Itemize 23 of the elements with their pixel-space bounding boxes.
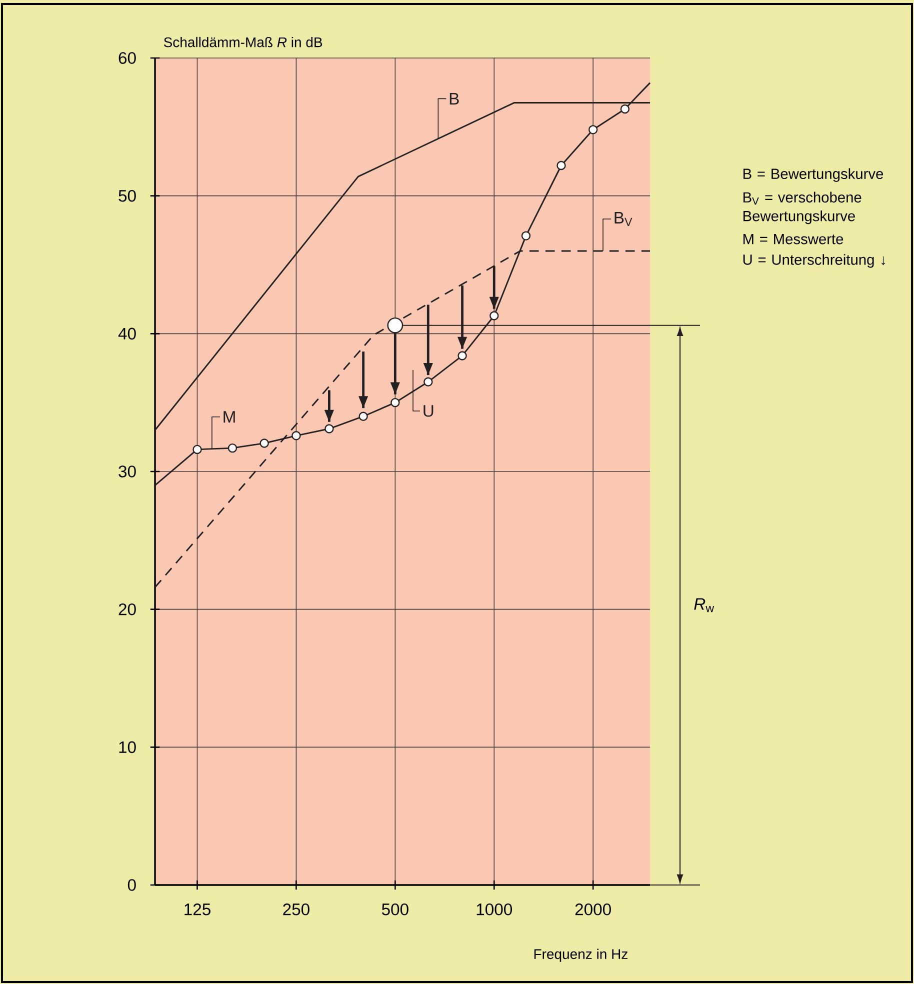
text: B$_{V}$ = verschobene Bewertungskurve bbox=[743, 192, 862, 224]
text: B = Bewertungskurve bbox=[743, 168, 884, 182]
y-tick-label: 60 bbox=[118, 52, 136, 64]
y-tick-label: 20 bbox=[118, 603, 136, 616]
series-label: B bbox=[450, 92, 459, 104]
text: M = Messwerte bbox=[743, 234, 844, 244]
text: R$_{w}$ bbox=[694, 598, 714, 612]
y-tick-label: 30 bbox=[118, 466, 136, 478]
x-tick-label: 2000 bbox=[575, 903, 611, 916]
x-axis-title: Frequenz in Hz bbox=[534, 948, 628, 962]
y-tick-label: 0 bbox=[128, 879, 136, 891]
x-tick-label: 125 bbox=[184, 903, 210, 916]
series-label: M bbox=[224, 411, 235, 423]
annotation: U bbox=[424, 405, 434, 417]
y-axis-title: Schalldämm-Maß R in dB bbox=[164, 36, 322, 48]
y-tick-label: 50 bbox=[118, 190, 136, 202]
x-tick-label: 250 bbox=[283, 903, 310, 916]
series-label: B$_{V}$ bbox=[614, 212, 632, 226]
y-tick-label: 40 bbox=[118, 328, 136, 340]
text: U = Unterschreitung ↓ bbox=[743, 254, 885, 268]
x-tick-label: 500 bbox=[382, 903, 408, 916]
y-tick-label: 10 bbox=[119, 741, 136, 754]
x-tick-label: 1000 bbox=[476, 903, 512, 916]
